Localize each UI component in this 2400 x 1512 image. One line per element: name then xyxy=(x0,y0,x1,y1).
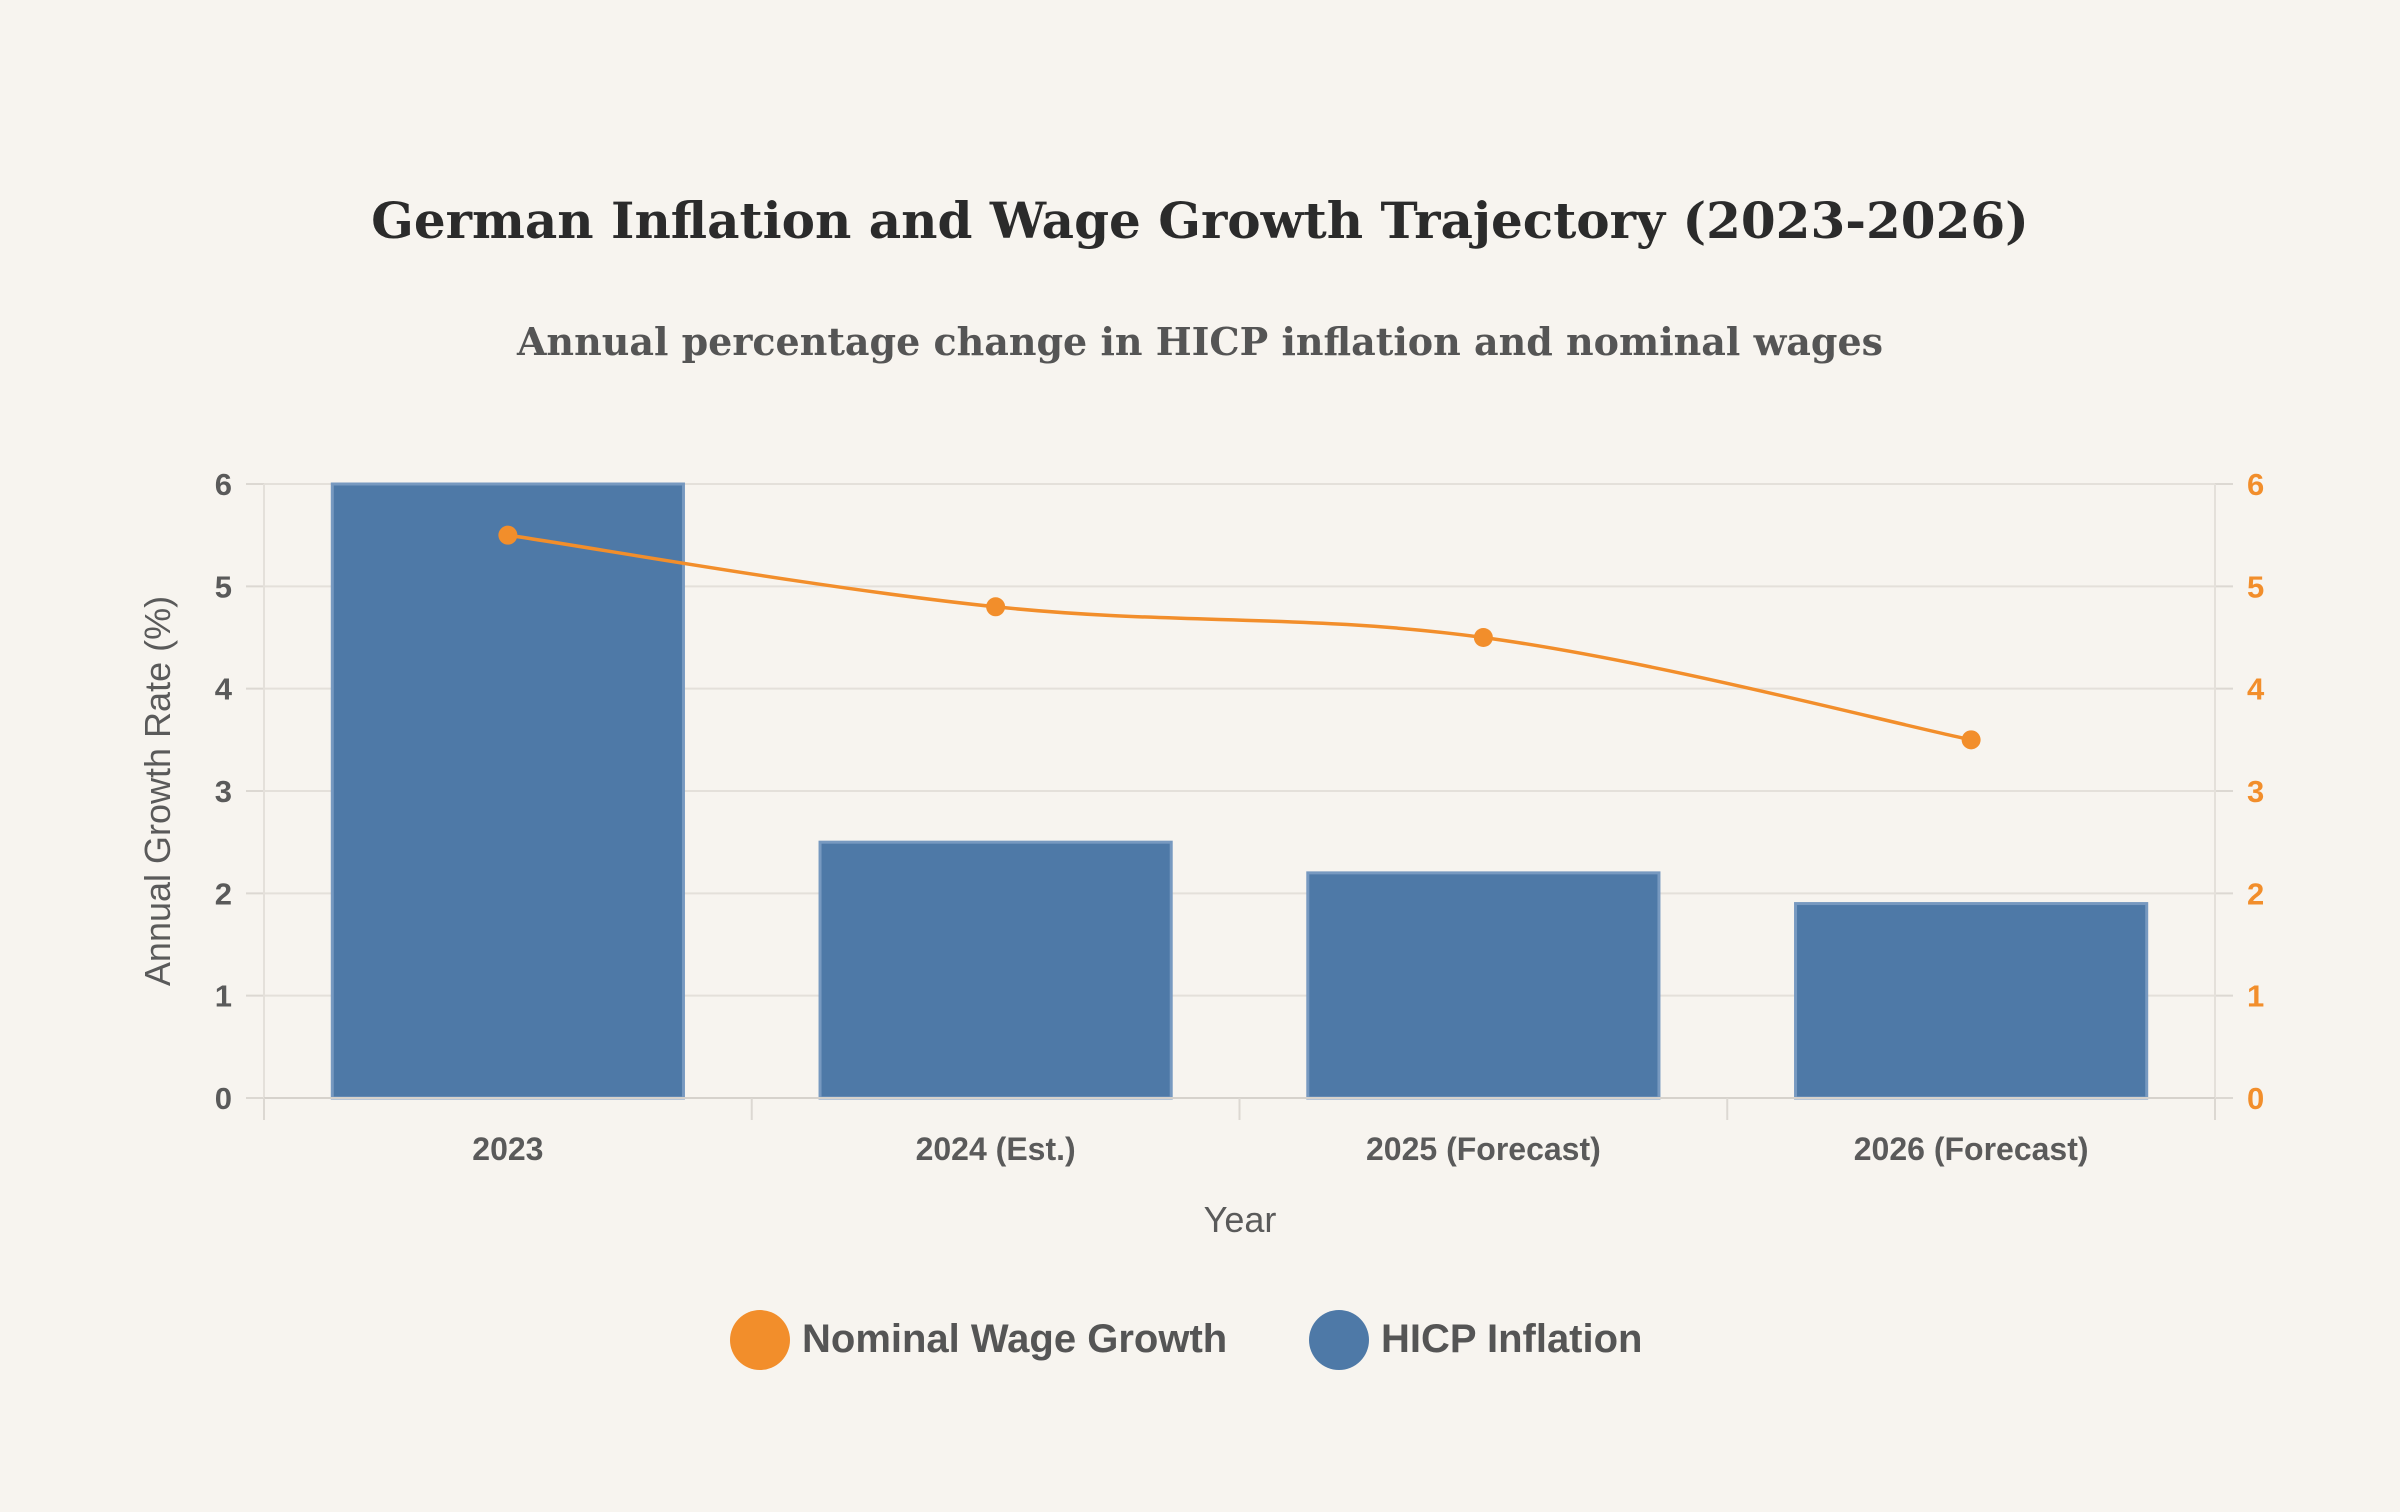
y2-tick-label: 5 xyxy=(2247,569,2264,604)
wage-growth-point xyxy=(986,597,1006,617)
wage-growth-line xyxy=(507,533,1972,742)
y2-tick-label: 3 xyxy=(2247,774,2264,809)
y-tick-label: 4 xyxy=(215,672,233,707)
chart-subtitle: Annual percentage change in HICP inflati… xyxy=(516,319,1883,364)
y2-tick-label: 0 xyxy=(2247,1081,2264,1116)
x-axis-title: Year xyxy=(1204,1199,1277,1240)
legend-marker xyxy=(1309,1310,1369,1370)
wage-growth-point xyxy=(498,525,518,545)
bar-series xyxy=(330,482,2149,1100)
bar xyxy=(818,840,1173,1100)
y-axis-title: Annual Growth Rate (%) xyxy=(137,596,178,986)
wage-growth-point xyxy=(1473,628,1493,647)
y2-tick-label: 1 xyxy=(2247,979,2264,1014)
y-tick-label: 2 xyxy=(215,876,232,911)
chart-title: German Inflation and Wage Growth Traject… xyxy=(371,191,2029,250)
legend: Nominal Wage Growth HICP Inflation xyxy=(730,1310,1642,1370)
line-series xyxy=(498,525,1981,750)
legend-marker xyxy=(730,1310,790,1370)
y-tick-label: 1 xyxy=(215,979,232,1014)
y-tick-label: 5 xyxy=(215,569,232,604)
x-tick-label: 2024 (Est.) xyxy=(916,1131,1076,1167)
x-tick-label: 2026 (Forecast) xyxy=(1854,1131,2089,1167)
y2-tick-label: 4 xyxy=(2247,672,2265,707)
y2-tick-label: 6 xyxy=(2247,467,2264,502)
y2-tick-label: 2 xyxy=(2247,876,2264,911)
legend-label: Nominal Wage Growth xyxy=(802,1317,1227,1361)
legend-label: HICP Inflation xyxy=(1381,1317,1642,1361)
axes: 0 1 2 3 4 5 6 0 1 2 3 4 5 6 2023 2024 (Est.) 2025 (Forec… xyxy=(215,467,2265,1167)
bar xyxy=(1306,871,1661,1100)
bar xyxy=(1794,902,2149,1100)
y-tick-label: 6 xyxy=(215,467,232,502)
wage-growth-point xyxy=(1961,730,1981,750)
x-tick-label: 2025 (Forecast) xyxy=(1366,1131,1601,1167)
x-tick-label: 2023 xyxy=(472,1131,543,1167)
y-tick-label: 0 xyxy=(215,1081,232,1116)
bar xyxy=(330,482,685,1100)
y-tick-label: 3 xyxy=(215,774,232,809)
